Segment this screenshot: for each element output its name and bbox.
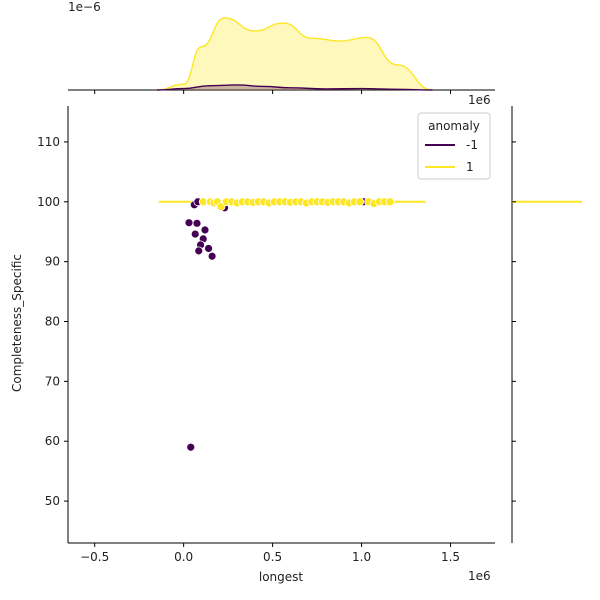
point-neg1 — [194, 246, 204, 256]
x-scale-label-top: 1e6 — [468, 93, 491, 107]
point-neg1 — [200, 225, 210, 235]
y-axis-label: Completeness_Specific — [10, 254, 24, 392]
top-marginal-kde — [68, 17, 495, 91]
x-tick-label: 0.5 — [263, 550, 282, 564]
y-tick-label: 110 — [37, 135, 60, 149]
top-marginal-scale-label: 1e−6 — [68, 0, 101, 14]
x-tick-label: 1.5 — [441, 550, 460, 564]
scatter-points — [158, 197, 426, 452]
x-tick-label: 0.0 — [174, 550, 193, 564]
legend: anomaly -1 1 — [417, 112, 491, 180]
x-tick-label: −0.5 — [80, 550, 109, 564]
point-1 — [355, 197, 365, 207]
point-1 — [385, 197, 395, 207]
kde-series-1-fill — [156, 18, 433, 90]
x-axis-label: longest — [259, 570, 304, 584]
legend-label-neg1: -1 — [466, 138, 478, 152]
legend-title: anomaly — [428, 119, 480, 133]
y-tick-label: 90 — [45, 255, 60, 269]
main-axes — [67, 106, 495, 544]
y-tick-label: 60 — [45, 434, 60, 448]
y-ticks: 50 60 70 80 90 100 110 — [37, 135, 516, 508]
kde-series-1-line — [156, 17, 433, 91]
legend-label-1: 1 — [466, 160, 474, 174]
y-tick-label: 100 — [37, 195, 60, 209]
point-neg1 — [192, 218, 202, 228]
y-tick-label: 70 — [45, 374, 60, 388]
point-neg1 — [190, 229, 200, 239]
x-ticks: −0.5 0.0 0.5 1.0 1.5 — [80, 90, 460, 564]
point-neg1 — [207, 251, 217, 261]
x-tick-label: 1.0 — [352, 550, 371, 564]
point-neg1 — [204, 244, 213, 253]
point-neg1 — [184, 218, 194, 228]
y-tick-label: 50 — [45, 494, 60, 508]
x-scale-label: 1e6 — [468, 569, 491, 583]
y-tick-label: 80 — [45, 315, 60, 329]
kde-series-neg1-line — [156, 84, 433, 91]
point-neg1 — [186, 442, 196, 452]
right-marginal-kde — [511, 106, 582, 543]
